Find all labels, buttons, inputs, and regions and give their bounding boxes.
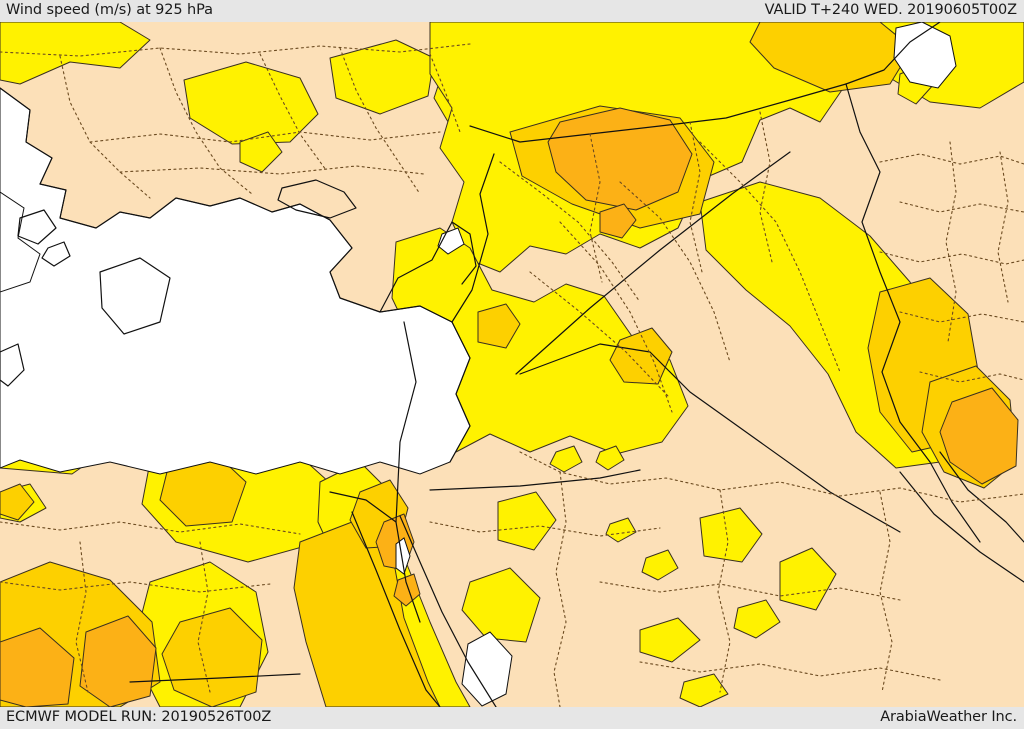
lake-van [893, 22, 957, 89]
map-canvas [0, 22, 1024, 707]
contour-band-high [0, 107, 1019, 707]
red-sea-water [461, 631, 513, 707]
header-bar: Wind speed (m/s) at 925 hPa VALID T+240 … [0, 0, 1024, 22]
sea-layer [0, 22, 957, 707]
forecast-map[interactable] [0, 22, 1024, 707]
model-run-label: ECMWF MODEL RUN: 20190526T00Z [6, 709, 272, 725]
attribution-label: ArabiaWeather Inc. [880, 709, 1017, 725]
footer-bar: ECMWF MODEL RUN: 20190526T00Z ArabiaWeat… [0, 707, 1024, 729]
country-border-layer [129, 22, 981, 683]
coastline-layer [0, 87, 1024, 707]
valid-time-label: VALID T+240 WED. 20190605T00Z [764, 2, 1017, 18]
contour-band-low [0, 22, 1024, 707]
page-title: Wind speed (m/s) at 925 hPa [6, 2, 213, 18]
dead-sea [395, 537, 411, 575]
province-border-layer [0, 43, 1024, 707]
